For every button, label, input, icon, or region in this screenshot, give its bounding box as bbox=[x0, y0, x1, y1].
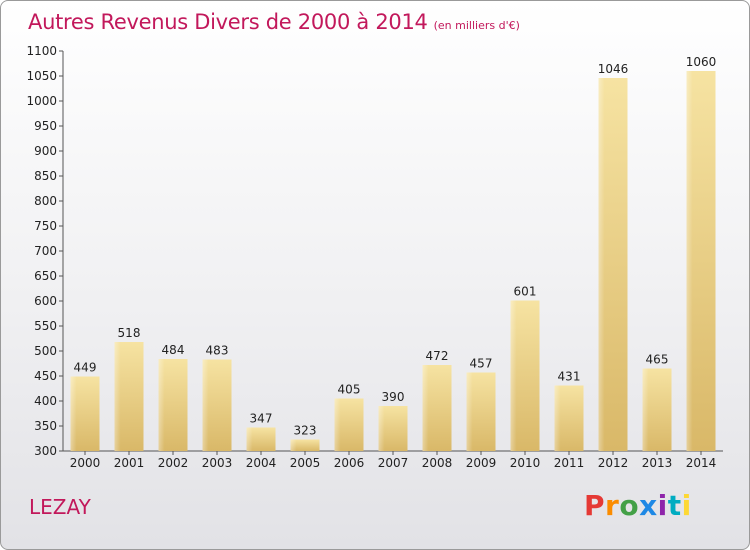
y-tick-label: 700 bbox=[34, 244, 57, 258]
proxiti-logo[interactable]: Proxiti bbox=[584, 489, 692, 522]
data-label-2001: 518 bbox=[118, 326, 141, 340]
data-label-2007: 390 bbox=[382, 390, 405, 404]
chart-title-text: Autres Revenus Divers de 2000 à 2014 bbox=[28, 10, 428, 34]
bar-highlight bbox=[70, 376, 77, 451]
logo-letter: i bbox=[657, 489, 668, 522]
data-label-2012: 1046 bbox=[598, 62, 629, 76]
chart-title: Autres Revenus Divers de 2000 à 2014 (en … bbox=[28, 10, 520, 34]
data-label-2005: 323 bbox=[294, 424, 317, 438]
y-tick-label: 600 bbox=[34, 294, 57, 308]
bar-highlight bbox=[202, 359, 209, 451]
chart-subtitle: (en milliers d'€) bbox=[433, 19, 520, 32]
bar-highlight bbox=[686, 71, 693, 451]
y-tick-label: 550 bbox=[34, 319, 57, 333]
y-tick-label: 300 bbox=[34, 444, 57, 458]
x-tick-label-2006: 2006 bbox=[334, 456, 365, 470]
x-tick-label-2009: 2009 bbox=[466, 456, 497, 470]
x-tick-label-2003: 2003 bbox=[202, 456, 233, 470]
bar-2004 bbox=[246, 427, 276, 451]
bar-highlight bbox=[598, 78, 605, 451]
data-label-2008: 472 bbox=[426, 349, 449, 363]
y-tick-label: 800 bbox=[34, 194, 57, 208]
bar-highlight bbox=[378, 406, 385, 451]
axes: 300 350 400 450 500 550 600 650 700 750 800 850 900 9… bbox=[26, 44, 723, 470]
bar-highlight bbox=[554, 385, 561, 451]
logo-letter: x bbox=[639, 489, 658, 522]
y-tick-label: 1050 bbox=[26, 69, 57, 83]
town-name: LEZAY bbox=[29, 495, 91, 519]
bar-highlight bbox=[422, 365, 429, 451]
bar-highlight bbox=[466, 372, 473, 451]
data-label-2006: 405 bbox=[338, 383, 361, 397]
x-tick-label-2004: 2004 bbox=[246, 456, 277, 470]
logo-letter: r bbox=[605, 489, 620, 522]
logo-letter: P bbox=[584, 489, 606, 522]
y-tick-label: 900 bbox=[34, 144, 57, 158]
data-label-2002: 484 bbox=[162, 343, 185, 357]
x-tick-label-2001: 2001 bbox=[114, 456, 145, 470]
x-tick-label-2011: 2011 bbox=[554, 456, 585, 470]
y-tick-label: 950 bbox=[34, 119, 57, 133]
bar-highlight bbox=[510, 300, 517, 451]
data-label-2010: 601 bbox=[514, 285, 537, 299]
x-tick-label-2002: 2002 bbox=[158, 456, 189, 470]
bar-highlight bbox=[642, 368, 649, 451]
y-tick-label: 750 bbox=[34, 219, 57, 233]
y-tick-label: 450 bbox=[34, 369, 57, 383]
bar-highlight bbox=[158, 359, 165, 451]
x-tick-label-2014: 2014 bbox=[686, 456, 717, 470]
bar-highlight bbox=[290, 439, 297, 451]
x-tick-label-2008: 2008 bbox=[422, 456, 453, 470]
logo-letter: o bbox=[619, 489, 640, 522]
data-label-2009: 457 bbox=[470, 357, 493, 371]
y-tick-label: 400 bbox=[34, 394, 57, 408]
bar-highlight bbox=[334, 398, 341, 451]
x-tick-label-2010: 2010 bbox=[510, 456, 541, 470]
data-label-2004: 347 bbox=[250, 412, 273, 426]
x-tick-label-2000: 2000 bbox=[70, 456, 101, 470]
x-tick-label-2012: 2012 bbox=[598, 456, 629, 470]
data-label-2003: 483 bbox=[206, 344, 229, 358]
x-tick-label-2007: 2007 bbox=[378, 456, 409, 470]
y-tick-label: 500 bbox=[34, 344, 57, 358]
y-tick-label: 850 bbox=[34, 169, 57, 183]
data-label-2013: 465 bbox=[646, 353, 669, 367]
y-tick-label: 1000 bbox=[26, 94, 57, 108]
data-label-2011: 431 bbox=[558, 370, 581, 384]
data-label-2014: 1060 bbox=[686, 55, 717, 69]
bar-highlight bbox=[114, 342, 121, 451]
x-tick-label-2005: 2005 bbox=[290, 456, 321, 470]
data-label-2000: 449 bbox=[74, 361, 97, 375]
logo-letter: t bbox=[667, 489, 682, 522]
bar-2005 bbox=[290, 439, 320, 451]
logo-letter: i bbox=[681, 489, 692, 522]
bar-highlight bbox=[246, 427, 253, 451]
y-tick-label: 1100 bbox=[26, 44, 57, 58]
x-tick-label-2013: 2013 bbox=[642, 456, 673, 470]
bars: 449 518 484 483 347 323 405 390 472 457 601 431 1046… bbox=[70, 55, 717, 451]
y-tick-label: 350 bbox=[34, 419, 57, 433]
y-tick-label: 650 bbox=[34, 269, 57, 283]
